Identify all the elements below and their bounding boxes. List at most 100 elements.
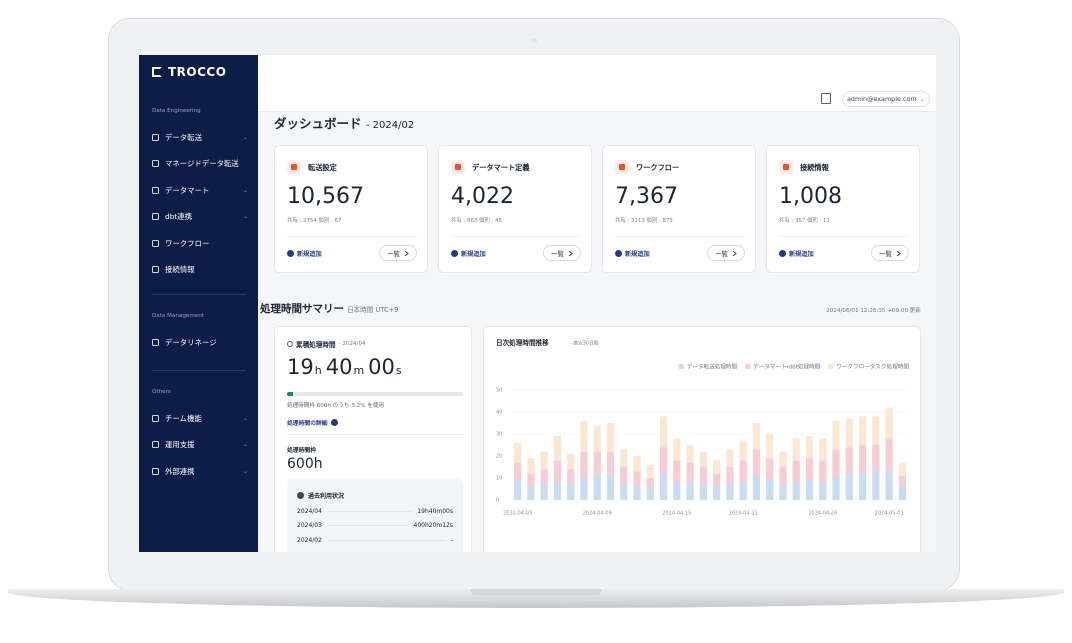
list-button[interactable]: 一覧	[379, 245, 417, 261]
nav-item[interactable]: ワークフロー	[152, 236, 248, 250]
summary-title-text: 処理時間サマリー	[260, 303, 344, 315]
y-tick-label: 30	[496, 432, 502, 438]
legend-swatch	[745, 364, 751, 369]
bar-segment	[686, 482, 694, 500]
card-title: 接続情報	[800, 163, 829, 172]
bar-segment	[606, 423, 615, 452]
x-tick-label: 2024-05-01	[875, 511, 904, 517]
bar-segment	[752, 449, 761, 476]
nav-icon	[152, 414, 159, 422]
time-number: 40	[325, 355, 353, 379]
nav-icon	[152, 441, 159, 448]
chevron-line	[568, 250, 573, 256]
bar-segment	[885, 438, 893, 472]
laptop-notch	[470, 589, 602, 595]
user-menu[interactable]: admin@example.com ⌄	[842, 91, 930, 107]
card-icon	[615, 160, 629, 174]
history-month: 2024/04	[297, 507, 322, 515]
bar-segment	[766, 480, 774, 500]
bar-segment	[872, 416, 880, 445]
bar-segment	[872, 471, 880, 500]
bar-segment	[779, 451, 787, 467]
bar-segment	[699, 484, 707, 500]
bar-segment	[606, 451, 615, 476]
card-title: ワークフロー	[636, 163, 680, 172]
divider	[152, 294, 246, 295]
bar-segment	[593, 475, 601, 500]
bar-segment	[553, 482, 562, 500]
nav-label: チーム機能	[165, 413, 202, 423]
nav-item[interactable]: データリネージ	[152, 335, 248, 349]
bar-segment	[885, 471, 893, 500]
nav-icon	[152, 133, 159, 141]
bar-segment	[713, 460, 721, 474]
history-leader	[327, 510, 412, 512]
usage-prefix: 処理時間枠 600h のうち	[287, 403, 352, 409]
bar-segment	[858, 445, 867, 474]
bar-segment	[699, 467, 707, 485]
list-button[interactable]: 一覧	[707, 245, 745, 261]
nav-item[interactable]: 運用支援 ⌄	[152, 438, 248, 452]
nav-item[interactable]: 外部連携 ⌄	[152, 464, 248, 478]
bar-segment	[580, 451, 588, 478]
nav-item[interactable]: データ転送 ⌄	[152, 130, 248, 144]
list-text: 一覧	[715, 249, 728, 258]
logo[interactable]: TROCCO	[152, 65, 226, 79]
chevron-icon	[732, 250, 737, 256]
bar-segment	[832, 420, 840, 450]
bar-segment	[713, 486, 721, 500]
bar-segment	[514, 442, 522, 463]
card-separator	[779, 236, 909, 237]
stat-card: データマート定義 4,022 共有 : 663 個別 : 45 新規追加 一覧	[438, 145, 592, 273]
section-heading: Others	[152, 389, 171, 395]
add-link[interactable]: 新規追加	[287, 249, 322, 258]
bar-segment	[766, 434, 774, 459]
nav-label: dbt連携	[165, 212, 193, 221]
list-button[interactable]: 一覧	[543, 245, 581, 261]
bar-segment	[593, 425, 601, 452]
nav-item[interactable]: dbt連携 ⌄	[152, 210, 248, 224]
add-link[interactable]: 新規追加	[779, 249, 814, 258]
y-tick-label: 0	[496, 498, 499, 504]
bar-segment	[779, 484, 787, 500]
card-icon	[779, 160, 793, 174]
bar-segment	[540, 451, 548, 470]
legend-label: データマート・dbt処理時間	[753, 363, 821, 371]
bar-segment	[527, 458, 535, 474]
nav-icon	[152, 467, 159, 475]
bar-segment	[620, 449, 628, 467]
chevron: ⌄	[919, 95, 925, 103]
detail-link[interactable]: 処理時間の詳細	[287, 418, 338, 427]
docs-icon[interactable]	[821, 93, 831, 104]
card-separator	[287, 236, 417, 237]
history-row: 2024/02 -	[297, 535, 453, 545]
list-text: 一覧	[387, 249, 400, 258]
bar-segment	[633, 471, 641, 487]
nav-label: データ転送	[165, 132, 202, 142]
chevron-line	[732, 250, 737, 256]
nav-icon	[152, 186, 159, 194]
nav-chevron: ⌄	[242, 186, 248, 194]
cumulative-time: 19 h 40 m 00 s	[287, 355, 405, 379]
bar-segment	[858, 473, 867, 500]
logo-mark	[152, 67, 162, 77]
nav-label: ワークフロー	[165, 238, 210, 248]
nav-item[interactable]: マネージドデータ転送	[152, 157, 248, 171]
y-tick-label: 20	[496, 454, 502, 460]
nav-label: 接続情報	[165, 265, 195, 274]
bar-segment	[885, 407, 893, 439]
bar-segment	[805, 458, 814, 481]
add-icon	[615, 250, 622, 257]
nav-item[interactable]: データマート ⌄	[152, 183, 248, 197]
divider	[152, 370, 246, 371]
add-link[interactable]: 新規追加	[615, 249, 650, 258]
bar-segment	[686, 462, 694, 483]
add-link[interactable]: 新規追加	[451, 249, 486, 258]
time-unit: h	[314, 364, 322, 377]
list-button[interactable]: 一覧	[871, 245, 909, 261]
list-text: 一覧	[551, 249, 564, 258]
clock-icon	[287, 341, 293, 347]
nav-item[interactable]: 接続情報	[152, 263, 248, 277]
summary-timezone: 日本時間 UTC+9	[347, 306, 399, 314]
nav-item[interactable]: チーム機能 ⌄	[152, 411, 248, 425]
